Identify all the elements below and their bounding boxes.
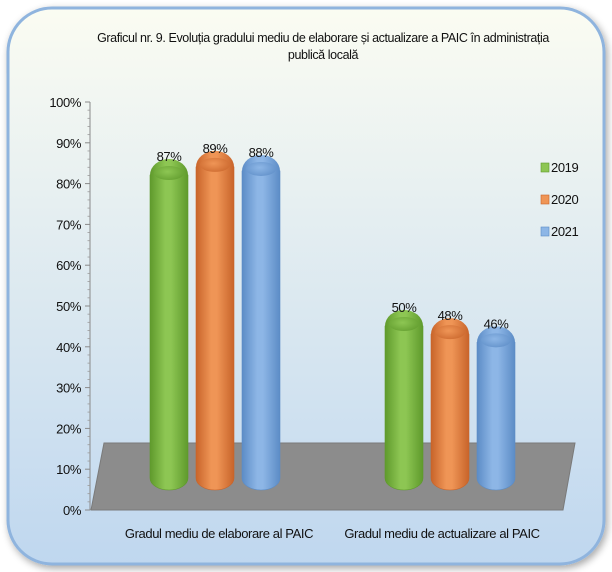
legend-label: 2020 [551, 192, 578, 207]
bar-top-highlight [481, 333, 511, 347]
data-label: 89% [203, 141, 229, 156]
y-tick-label: 0% [63, 503, 82, 518]
bar-body [196, 167, 234, 490]
y-tick-label: 40% [56, 340, 82, 355]
bar-body [242, 171, 280, 490]
bar-top-highlight [435, 325, 465, 339]
bar-2021-elaborare [242, 155, 280, 490]
y-tick-label: 10% [56, 462, 82, 477]
y-tick-label: 60% [56, 258, 82, 273]
data-label: 50% [392, 300, 418, 315]
bar-2019-elaborare [150, 159, 188, 490]
bar-top-highlight [389, 317, 419, 331]
data-label: 88% [249, 145, 275, 160]
legend-swatch [541, 195, 549, 204]
y-tick-label: 50% [56, 299, 82, 314]
bar-body [150, 175, 188, 490]
bar-2020-actualizare [431, 318, 469, 490]
legend-label: 2021 [551, 224, 578, 239]
chart-title-line-1: Graficul nr. 9. Evoluția gradului mediu … [97, 31, 549, 45]
y-tick-label: 100% [49, 95, 81, 110]
bar-body [385, 326, 423, 490]
bar-body [431, 334, 469, 490]
data-label: 48% [438, 308, 464, 323]
chart-title-line-2: publică locală [288, 48, 359, 62]
bar-top-highlight [200, 158, 230, 172]
legend: 2019 2020 2021 [541, 160, 578, 239]
bar-top-highlight [246, 162, 276, 176]
bar-2020-elaborare [196, 151, 234, 490]
bar-body [477, 342, 515, 490]
legend-swatch [541, 227, 549, 236]
bar-top-highlight [154, 166, 184, 180]
bar-2019-actualizare [385, 310, 423, 490]
y-tick-label: 90% [56, 136, 82, 151]
category-label: Gradul mediu de actualizare al PAIC [344, 526, 539, 541]
y-tick-label: 80% [56, 177, 82, 192]
y-tick-label: 70% [56, 217, 82, 232]
category-label: Gradul mediu de elaborare al PAIC [125, 526, 313, 541]
legend-label: 2019 [551, 160, 578, 175]
y-tick-label: 30% [56, 381, 82, 396]
legend-swatch [541, 163, 549, 172]
y-tick-label: 20% [56, 421, 82, 436]
data-label: 87% [157, 149, 183, 164]
bar-2021-actualizare [477, 326, 515, 490]
data-label: 46% [484, 316, 510, 331]
